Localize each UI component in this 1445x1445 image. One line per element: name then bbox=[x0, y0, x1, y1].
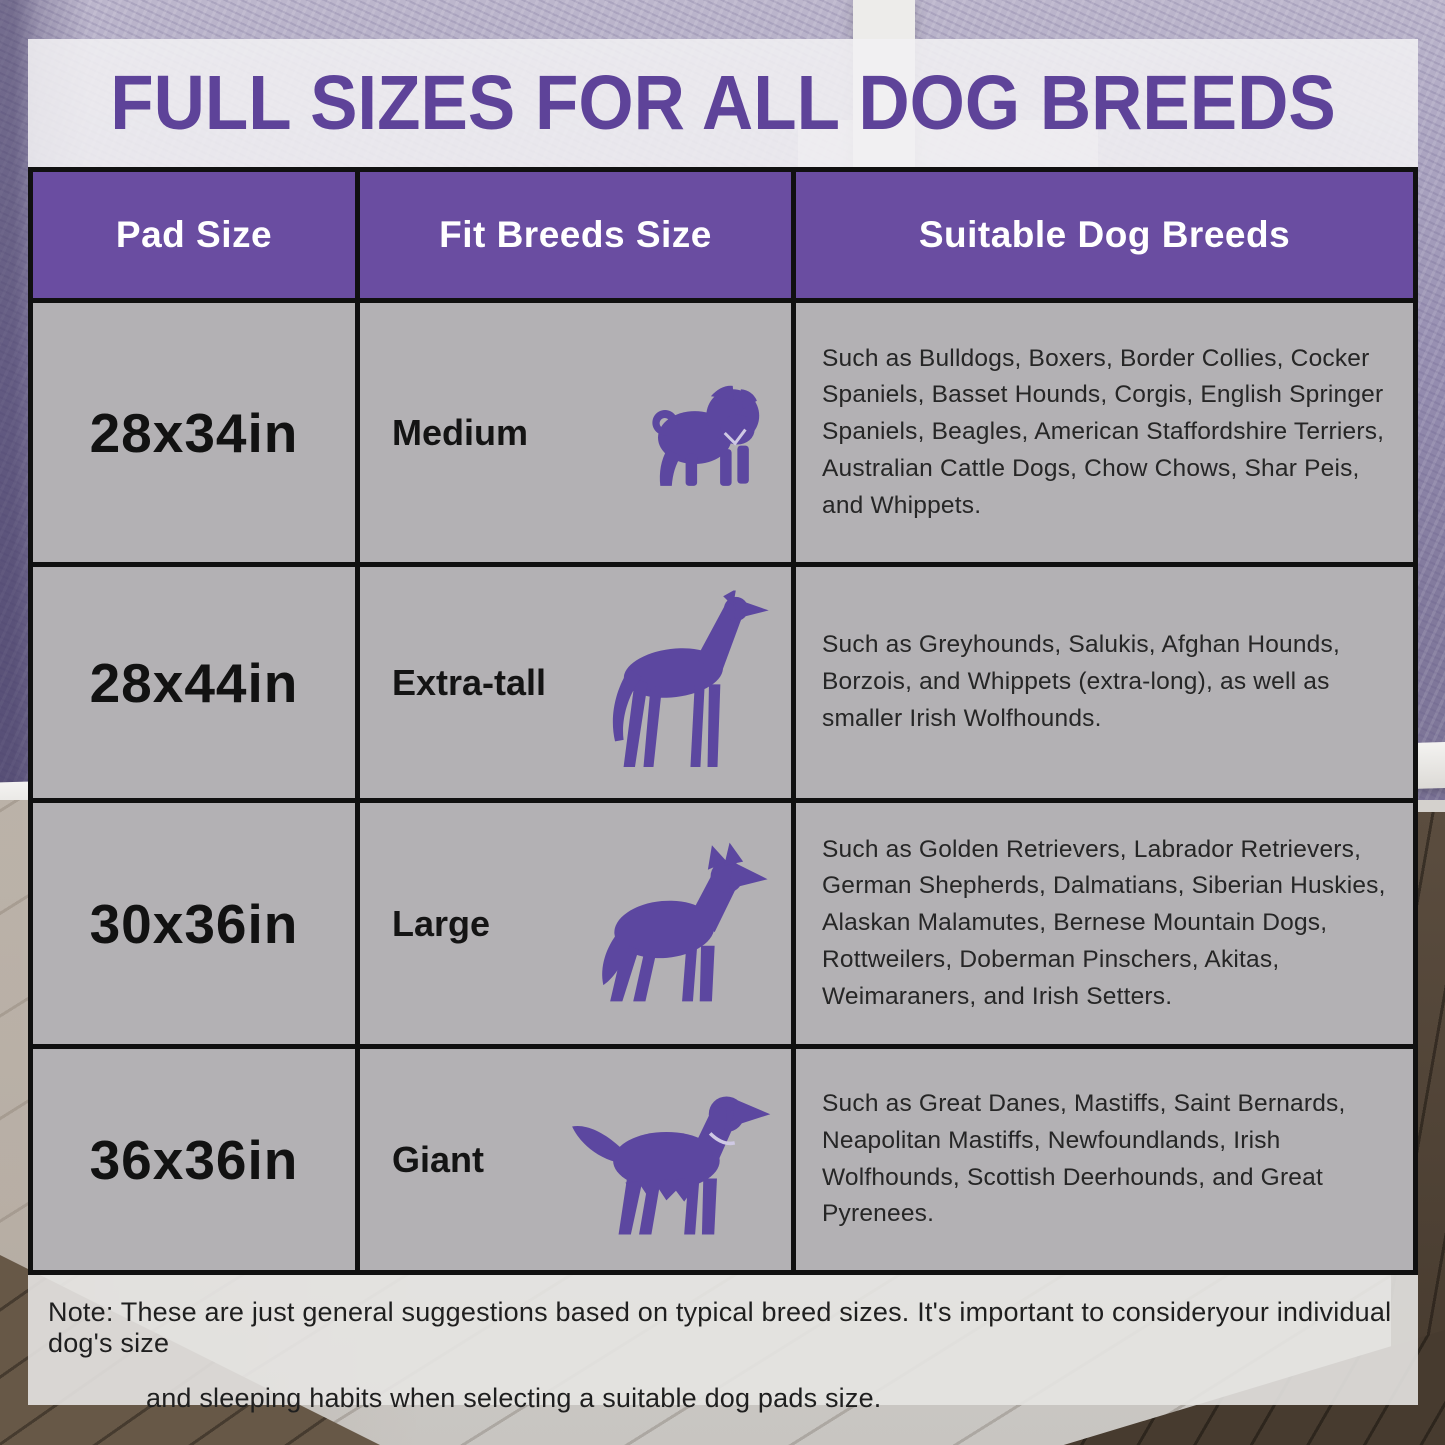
fit-size-label: Extra-tall bbox=[392, 661, 547, 703]
note-banner: Note: These are just general suggestions… bbox=[28, 1275, 1418, 1413]
column-header-pad-size: Pad Size bbox=[33, 172, 355, 298]
suitable-breeds-cell: Such as Greyhounds, Salukis, Afghan Houn… bbox=[796, 567, 1413, 798]
fit-size-cell: Large bbox=[360, 803, 791, 1044]
pug-silhouette-icon bbox=[635, 374, 773, 492]
retriever-silhouette-icon bbox=[568, 1081, 773, 1239]
column-header-fit-breeds-size: Fit Breeds Size bbox=[360, 172, 791, 298]
pad-size-value: 36x36in bbox=[33, 1049, 355, 1270]
pad-size-value: 28x34in bbox=[33, 303, 355, 562]
suitable-breeds-text: Such as Golden Retrievers, Labrador Retr… bbox=[822, 835, 1386, 1010]
fit-size-label: Large bbox=[392, 902, 491, 944]
pad-size-value: 28x44in bbox=[33, 567, 355, 798]
shepherd-silhouette-icon bbox=[583, 840, 773, 1008]
fit-size-cell: Medium bbox=[360, 303, 791, 562]
note-text-line2: and sleeping habits when selecting a sui… bbox=[146, 1383, 882, 1413]
fit-size-cell: Extra-tall bbox=[360, 567, 791, 798]
pad-size-value: 30x36in bbox=[33, 803, 355, 1044]
page-title: FULL SIZES FOR ALL DOG BREEDS bbox=[110, 60, 1336, 146]
suitable-breeds-text: Such as Greyhounds, Salukis, Afghan Houn… bbox=[822, 631, 1340, 732]
greyhound-silhouette-icon bbox=[588, 590, 773, 775]
suitable-breeds-text: Such as Bulldogs, Boxers, Border Collies… bbox=[822, 344, 1385, 519]
fit-size-label: Medium bbox=[392, 411, 529, 453]
fit-size-label: Giant bbox=[392, 1138, 485, 1180]
note-text-line1: Note: These are just general suggestions… bbox=[48, 1297, 1392, 1358]
suitable-breeds-text: Such as Great Danes, Mastiffs, Saint Ber… bbox=[822, 1090, 1346, 1228]
column-header-suitable-dog-breeds: Suitable Dog Breeds bbox=[796, 172, 1413, 298]
suitable-breeds-cell: Such as Great Danes, Mastiffs, Saint Ber… bbox=[796, 1049, 1413, 1270]
suitable-breeds-cell: Such as Golden Retrievers, Labrador Retr… bbox=[796, 803, 1413, 1044]
title-banner: FULL SIZES FOR ALL DOG BREEDS bbox=[28, 39, 1418, 167]
fit-size-cell: Giant bbox=[360, 1049, 791, 1270]
size-table: Pad Size Fit Breeds Size Suitable Dog Br… bbox=[28, 167, 1418, 1275]
suitable-breeds-cell: Such as Bulldogs, Boxers, Border Collies… bbox=[796, 303, 1413, 562]
